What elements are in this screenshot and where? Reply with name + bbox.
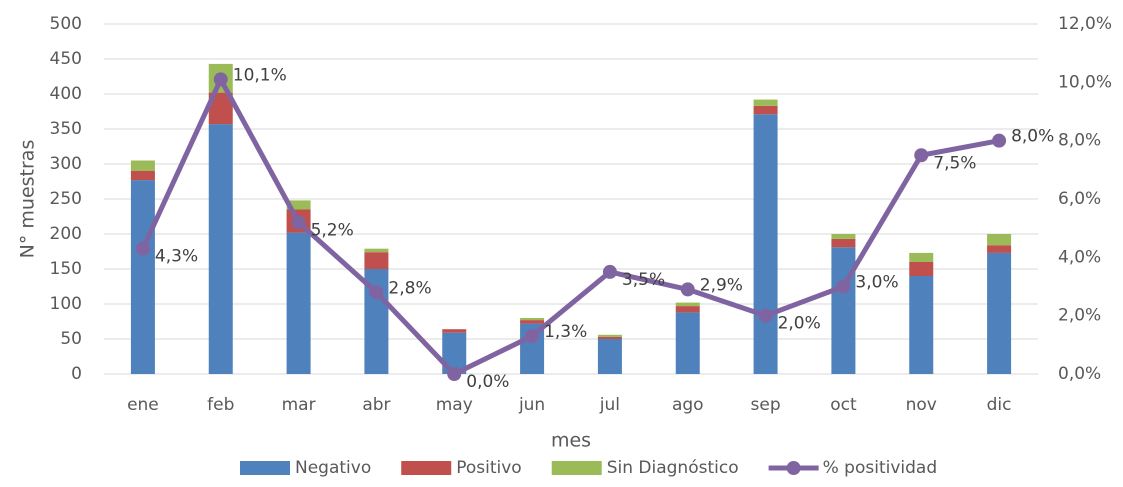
bar-segment: [909, 252, 934, 262]
legend-label: Negativo: [295, 458, 371, 478]
bar-segment: [675, 312, 700, 374]
line-marker: [758, 308, 773, 323]
line-marker: [914, 148, 929, 163]
line-marker: [680, 282, 695, 297]
y-tick-label: 400: [50, 84, 82, 104]
y-tick-label: 150: [50, 259, 82, 279]
line-marker: [369, 285, 384, 300]
bar-segment: [909, 262, 934, 276]
x-tick-label: jun: [518, 395, 545, 415]
data-label: 2,8%: [388, 278, 431, 298]
bar-segment: [753, 105, 778, 115]
y-tick-label: 300: [50, 154, 82, 174]
y2-tick-label: 6,0%: [1058, 189, 1101, 209]
x-tick-label: nov: [906, 395, 937, 415]
line-marker: [213, 72, 228, 87]
bar-segment: [987, 245, 1012, 253]
x-tick-label: dic: [987, 395, 1012, 415]
x-tick-label: abr: [362, 395, 390, 415]
bar-segment: [831, 234, 856, 239]
line-marker: [447, 367, 462, 381]
bar-segment: [286, 232, 311, 374]
data-label: 1,3%: [544, 322, 587, 342]
bar-segment: [753, 114, 778, 375]
y-tick-label: 100: [50, 294, 82, 314]
bar-segment: [909, 276, 934, 374]
bar-segment: [597, 334, 622, 337]
line-marker: [291, 215, 306, 230]
bar-segment: [675, 302, 700, 307]
y-tick-label: 0: [71, 364, 82, 384]
data-label: 4,3%: [155, 247, 198, 267]
bar-segment: [831, 247, 856, 374]
bar-segment: [675, 306, 700, 313]
y-axis-title: N° muestras: [17, 140, 39, 259]
line-marker: [525, 329, 540, 344]
legend-swatch: [786, 461, 801, 475]
x-tick-label: feb: [207, 395, 234, 415]
bar-segment: [364, 252, 389, 269]
x-tick-label: may: [436, 395, 473, 415]
data-label: 3,5%: [622, 270, 665, 290]
line: [140, 76, 1000, 377]
x-axis-title: mes: [551, 430, 591, 452]
bar-segment: [130, 160, 155, 171]
y-tick-label: 450: [50, 49, 82, 69]
bar-segment: [753, 99, 778, 106]
bar-segment: [597, 336, 622, 339]
y-tick-label: 350: [50, 119, 82, 139]
legend-swatch: [401, 461, 452, 475]
legend-label: Positivo: [456, 458, 521, 478]
y2-tick-label: 2,0%: [1058, 306, 1101, 326]
bar-segment: [831, 238, 856, 248]
data-label: 8,0%: [1011, 127, 1054, 147]
legend-label: % positividad: [823, 458, 938, 478]
x-tick-label: ene: [127, 395, 159, 415]
x-tick-label: sep: [751, 395, 781, 415]
y2-tick-label: 8,0%: [1058, 131, 1101, 151]
legend-swatch: [551, 461, 602, 475]
x-tick-label: oct: [830, 395, 857, 415]
bar-segment: [364, 248, 389, 253]
y-tick-label: 200: [50, 224, 82, 244]
x-tick-label: mar: [282, 395, 316, 415]
y2-tick-label: 10,0%: [1058, 72, 1112, 92]
data-label: 0,0%: [466, 372, 509, 392]
data-label: 5,2%: [311, 220, 354, 240]
x-tick-label: ago: [672, 395, 704, 415]
y-tick-label: 250: [50, 189, 82, 209]
line-marker: [836, 279, 851, 294]
bar-segment: [130, 171, 155, 181]
y2-tick-label: 12,0%: [1058, 14, 1112, 34]
y2-tick-label: 0,0%: [1058, 364, 1101, 384]
data-label: 2,0%: [778, 314, 821, 334]
y-tick-label: 500: [50, 14, 82, 34]
data-label: 7,5%: [933, 153, 976, 173]
line-marker: [135, 241, 150, 256]
bar-segment: [130, 180, 155, 374]
bar-segment: [597, 339, 622, 374]
x-tick-label: jul: [599, 395, 620, 415]
y-tick-label: 50: [60, 329, 82, 349]
legend-label: Sin Diagnóstico: [607, 458, 739, 478]
data-label: 10,1%: [233, 65, 287, 85]
y2-tick-label: 4,0%: [1058, 247, 1101, 267]
line-marker: [992, 133, 1007, 148]
bar-segment: [442, 329, 467, 333]
data-label: 3,0%: [855, 273, 898, 293]
line-marker: [602, 264, 617, 279]
bar-segment: [520, 318, 545, 321]
bar-segment: [520, 320, 545, 324]
bar-segment: [208, 124, 233, 374]
bar-segment: [987, 234, 1012, 246]
bar-segment: [987, 252, 1012, 374]
bar-segment: [286, 200, 311, 210]
legend-swatch: [240, 461, 290, 475]
data-label: 2,9%: [700, 275, 743, 295]
